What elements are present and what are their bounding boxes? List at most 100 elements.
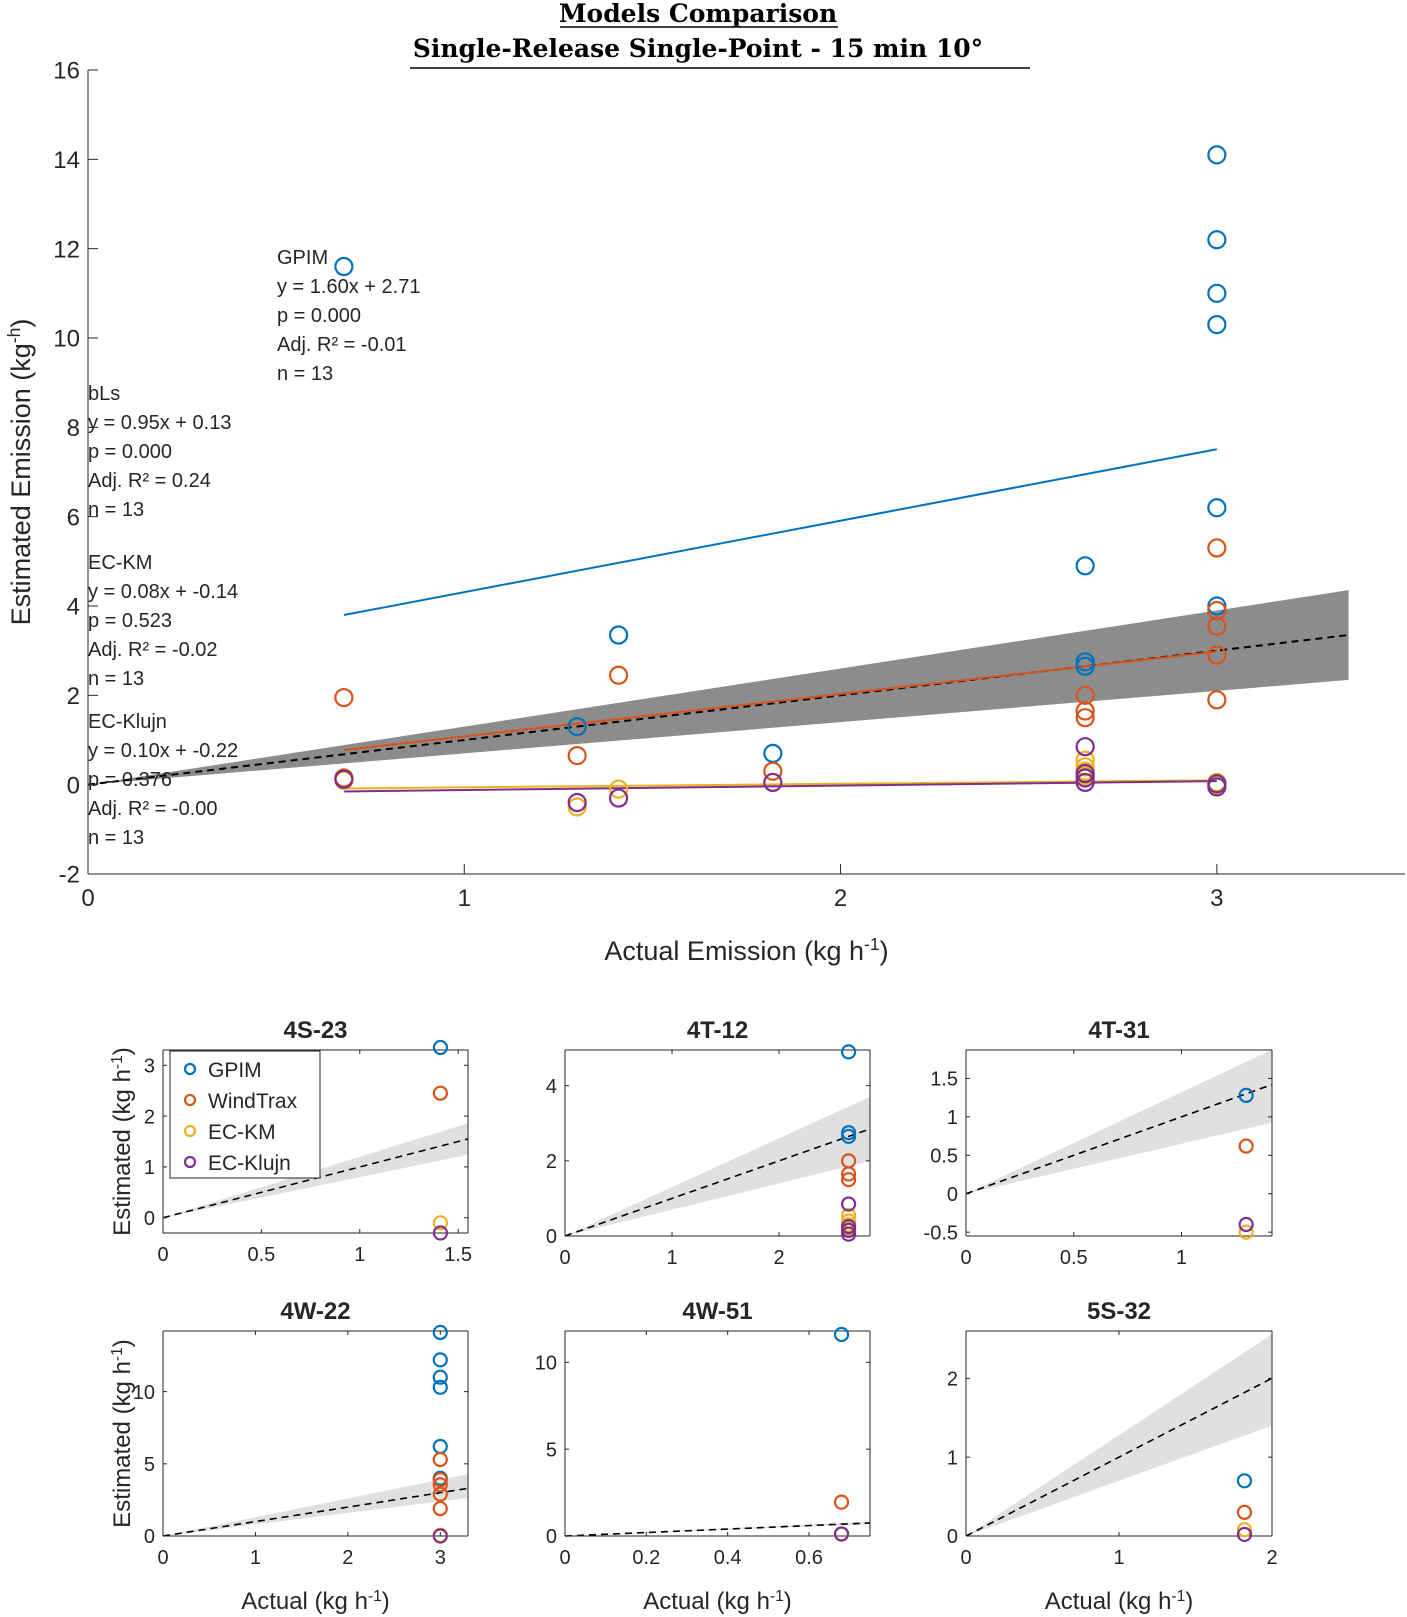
stats-gpim: y = 1.60x + 2.71 (277, 276, 420, 298)
x-tick-label: 2 (1266, 1547, 1277, 1569)
x-tick-label: 0.5 (247, 1244, 275, 1266)
point-ec-klujn (833, 1526, 850, 1542)
stats-ec-klujn: y = 0.10x + -0.22 (88, 740, 238, 762)
x-tick-label: 0.2 (632, 1547, 660, 1569)
y-tick-label: 0 (546, 1526, 557, 1548)
point-gpim (432, 1438, 448, 1455)
point-gpim (1236, 1473, 1253, 1489)
point-bls (334, 687, 354, 708)
chart-title: Models Comparison (559, 0, 837, 28)
x-tick-label: 1 (250, 1547, 261, 1569)
point-windtrax (833, 1494, 850, 1510)
stats-ec-km: n = 13 (88, 668, 144, 690)
y-tick-label: 0 (144, 1208, 155, 1230)
legend-label: GPIM (208, 1059, 262, 1082)
y-tick-label: 0 (947, 1184, 958, 1206)
uncertainty-band (565, 1096, 870, 1236)
chart-subtitle: Single-Release Single-Point - 15 min 10° (413, 34, 983, 63)
point-gpim (1207, 230, 1227, 250)
point-gpim (763, 743, 783, 764)
stats-ec-km: EC-KM (88, 552, 152, 574)
point-ec-km (432, 1215, 449, 1231)
point-ec-km (608, 779, 629, 799)
y-tick-label: 6 (67, 504, 80, 531)
point-gpim (1075, 652, 1095, 672)
stats-ec-klujn: EC-Klujn (88, 711, 167, 733)
subplot-title: 5S-32 (1087, 1298, 1151, 1325)
stats-bls: n = 13 (88, 499, 144, 521)
stats-ec-km: y = 0.08x + -0.14 (88, 581, 238, 603)
x-tick-label: 0.6 (795, 1547, 823, 1569)
point-gpim (1075, 556, 1095, 576)
x-axis-label: Actual (kg h-1) (241, 1588, 390, 1616)
point-gpim (608, 625, 629, 645)
point-windtrax (432, 1085, 449, 1101)
point-windtrax (432, 1472, 448, 1488)
point-windtrax (840, 1166, 857, 1182)
point-ec-klujn (432, 1225, 449, 1241)
subplot-title: 4T-31 (1088, 1017, 1149, 1044)
y-tick-label: 5 (144, 1454, 155, 1476)
y-tick-label: 3 (144, 1055, 155, 1077)
point-gpim (1207, 498, 1227, 518)
legend-marker (183, 1093, 197, 1107)
y-tick-label: 2 (67, 683, 80, 710)
x-tick-label: 1 (1176, 1247, 1187, 1269)
y-tick-label: 0 (947, 1526, 958, 1548)
legend-label: EC-KM (208, 1121, 276, 1144)
y-tick-label: 10 (53, 326, 80, 353)
uncertainty-band (88, 590, 1349, 785)
subplot-title: 4T-12 (687, 1017, 748, 1044)
stats-gpim: GPIM (277, 247, 328, 269)
panel-sub2: 0 1 2 0 2 4 4T-12 (546, 1017, 871, 1269)
one-to-one-line (564, 1522, 871, 1537)
x-tick-label: 0.5 (1060, 1247, 1088, 1269)
panel-sub4: 0 1 2 3 0 5 10 4W-22 Actual (kg h-1) Estimated (k… (109, 1298, 469, 1615)
legend-marker (183, 1124, 197, 1138)
one-to-one-line (564, 1128, 871, 1237)
point-ec-klujn (432, 1528, 448, 1544)
point-ec-klujn (334, 769, 354, 789)
stats-bls: p = 0.000 (88, 441, 172, 463)
legend-label: WindTrax (208, 1090, 298, 1113)
x-tick-label: 3 (435, 1547, 446, 1569)
point-bls (763, 761, 783, 781)
one-to-one-line (965, 1083, 1273, 1195)
point-gpim (833, 1326, 850, 1343)
uncertainty-band (966, 1049, 1272, 1194)
point-bls (1075, 685, 1095, 705)
point-gpim (334, 256, 354, 277)
x-tick-label: 1 (458, 885, 471, 912)
stats-bls: Adj. R² = 0.24 (88, 470, 211, 492)
x-tick-label: 0 (960, 1247, 971, 1269)
subplot-title: 4W-51 (682, 1298, 752, 1325)
point-ec-klujn (840, 1226, 857, 1242)
point-gpim (1207, 596, 1227, 616)
point-bls (1075, 708, 1095, 728)
y-tick-label: 4 (546, 1076, 557, 1098)
x-tick-label: 1.5 (444, 1244, 472, 1266)
x-tick-label: 0 (559, 1547, 570, 1569)
y-tick-label: 1.5 (930, 1069, 958, 1091)
stats-bls: y = 0.95x + 0.13 (88, 412, 231, 434)
point-windtrax (432, 1477, 448, 1493)
y-tick-label: 2 (144, 1106, 155, 1128)
point-gpim (432, 1039, 449, 1056)
panel-sub6: 0 1 2 0 1 2 5S-32 Actual (kg h-1) (947, 1298, 1278, 1615)
stats-ec-klujn: n = 13 (88, 827, 144, 849)
legend-marker (183, 1155, 197, 1169)
y-tick-label: 2 (546, 1151, 557, 1173)
x-tick-label: 3 (1210, 885, 1223, 912)
point-bls (1207, 645, 1227, 665)
x-tick-label: 0 (81, 885, 94, 912)
point-gpim (840, 1128, 857, 1145)
uncertainty-band (163, 1474, 468, 1536)
x-tick-label: 1 (1113, 1547, 1124, 1569)
point-ec-klujn (763, 772, 783, 793)
panel-sub5: 0 0.2 0.4 0.6 0 5 10 4W-51 Actual (kg h-1) (535, 1298, 871, 1615)
y-tick-label: -2 (59, 862, 80, 889)
subplot-title: 4W-22 (280, 1298, 350, 1325)
x-tick-label: 1 (666, 1247, 677, 1269)
